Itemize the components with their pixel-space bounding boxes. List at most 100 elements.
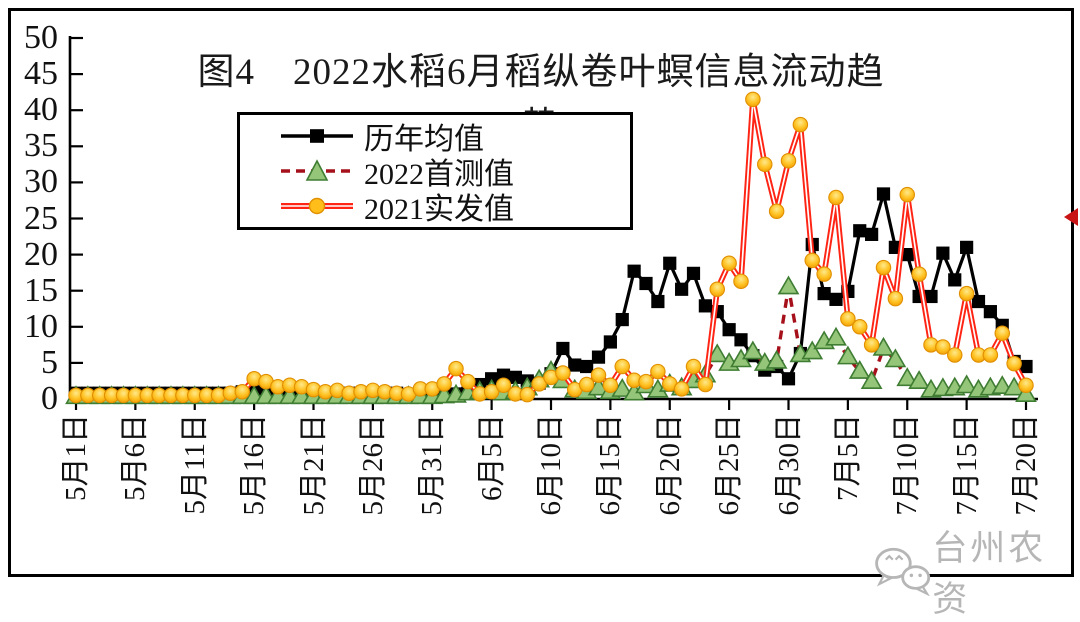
chart-title-line1: 图4 2022水稻6月稻纵卷叶螟信息流动趋 — [197, 52, 885, 93]
chart-legend: 历年均值 2022首测值 2021实发值 — [237, 112, 633, 230]
marker-circle-actual-2021 — [673, 381, 690, 397]
marker-circle-actual-2021 — [828, 189, 844, 206]
marker-square-historical-mean — [817, 286, 831, 301]
marker-circle-actual-2021 — [578, 376, 595, 393]
x-axis-label: 7月5日 — [831, 414, 864, 502]
legend-item-historical-mean: 历年均值 — [280, 119, 630, 156]
x-axis-label: 5月21日 — [297, 414, 330, 516]
x-axis-label: 5月11日 — [178, 414, 211, 515]
marker-square-historical-mean — [591, 350, 606, 364]
marker-square-historical-mean — [876, 187, 891, 201]
marker-circle-actual-2021 — [602, 377, 619, 394]
marker-circle-actual-2021 — [756, 156, 773, 173]
marker-circle-actual-2021 — [911, 266, 927, 282]
marker-circle-actual-2021 — [483, 384, 500, 400]
watermark: 台州农资 — [872, 520, 1080, 622]
red-left-arrow-icon — [1064, 208, 1078, 226]
marker-square-historical-mean — [829, 292, 843, 306]
marker-circle-actual-2021 — [495, 377, 512, 394]
marker-circle-actual-2021 — [982, 347, 999, 363]
y-axis-label: 15 — [24, 271, 58, 309]
marker-circle-actual-2021 — [650, 363, 666, 380]
marker-square-historical-mean — [603, 335, 617, 349]
marker-triangle-first-2022 — [860, 370, 883, 389]
marker-square-historical-mean — [663, 256, 677, 270]
marker-square-historical-mean — [734, 333, 748, 347]
marker-triangle-first-2022 — [848, 359, 871, 379]
marker-circle-actual-2021 — [1018, 377, 1034, 394]
marker-circle-actual-2021 — [614, 358, 630, 375]
marker-square-historical-mean — [508, 370, 522, 384]
marker-triangle-first-2022 — [884, 348, 907, 368]
marker-circle-actual-2021 — [519, 386, 535, 403]
chart-plot-area — [65, 36, 1038, 410]
marker-circle-actual-2021 — [768, 203, 785, 220]
x-axis-label: 6月10日 — [535, 414, 567, 516]
marker-circle-actual-2021 — [1006, 355, 1022, 372]
marker-circle-actual-2021 — [935, 339, 951, 355]
marker-circle-actual-2021 — [733, 273, 749, 290]
marker-circle-actual-2021 — [863, 337, 880, 353]
marker-circle-actual-2021 — [958, 285, 975, 302]
marker-square-historical-mean — [983, 305, 997, 319]
marker-circle-actual-2021 — [697, 376, 714, 393]
x-axis-label: 6月15日 — [594, 414, 627, 516]
marker-circle-actual-2021 — [234, 384, 251, 400]
marker-square-historical-mean — [865, 227, 879, 241]
marker-square-historical-mean — [900, 248, 914, 262]
marker-circle-actual-2021 — [840, 311, 856, 327]
x-axis-label: 5月1日 — [60, 414, 92, 502]
marker-triangle-first-2022 — [741, 340, 764, 360]
y-axis-label: 5 — [41, 343, 58, 381]
marker-circle-actual-2021 — [460, 373, 476, 390]
marker-circle-actual-2021 — [436, 376, 452, 392]
legend-item-actual-2021: 2021实发值 — [280, 190, 630, 226]
legend-label-historical-mean: 历年均值 — [364, 122, 484, 156]
marker-circle-actual-2021 — [887, 290, 904, 307]
marker-circle-actual-2021 — [590, 367, 607, 383]
marker-square-historical-mean — [924, 289, 938, 304]
y-axis-label: 20 — [24, 235, 58, 273]
marker-circle-actual-2021 — [745, 91, 761, 108]
marker-circle-actual-2021 — [946, 347, 963, 363]
marker-circle-actual-2021 — [816, 266, 832, 282]
x-axis-label: 5月26日 — [356, 414, 389, 516]
marker-square-historical-mean — [853, 224, 867, 238]
marker-square-historical-mean — [675, 282, 689, 296]
marker-square-historical-mean — [568, 358, 582, 372]
marker-square-historical-mean — [722, 323, 736, 337]
marker-circle-actual-2021 — [792, 116, 809, 133]
legend-item-first-2022: 2022首测值 — [280, 154, 630, 191]
marker-triangle-first-2022 — [777, 275, 800, 295]
marker-circle-actual-2021 — [709, 281, 725, 298]
marker-square-historical-mean — [580, 359, 594, 374]
marker-triangle-first-2022 — [801, 340, 824, 360]
x-axis-label: 6月30日 — [772, 414, 805, 516]
marker-triangle-first-2022 — [825, 326, 847, 346]
marker-square-historical-mean — [651, 294, 665, 309]
x-axis-label: 6月25日 — [713, 414, 746, 516]
x-axis-label: 5月31日 — [416, 414, 449, 516]
legend-label-first-2022: 2022首测值 — [364, 157, 514, 191]
dashed-line-triangle-icon — [281, 159, 353, 181]
marker-square-historical-mean — [556, 341, 570, 356]
marker-square-historical-mean — [936, 246, 950, 260]
marker-circle-actual-2021 — [638, 373, 654, 390]
y-axis-label: 35 — [24, 127, 58, 165]
legend-label-actual-2021: 2021实发值 — [364, 193, 514, 227]
marker-triangle-first-2022 — [908, 370, 931, 389]
marker-circle-actual-2021 — [555, 365, 571, 381]
marker-square-historical-mean — [627, 264, 641, 278]
x-axis-label: 6月5日 — [475, 414, 508, 502]
x-axis-label: 6月20日 — [653, 414, 686, 516]
y-axis-label: 50 — [24, 19, 58, 56]
marker-circle-actual-2021 — [851, 319, 868, 335]
marker-circle-actual-2021 — [780, 152, 797, 169]
marker-circle-actual-2021 — [899, 186, 915, 203]
marker-square-historical-mean — [698, 299, 712, 313]
marker-circle-actual-2021 — [804, 252, 820, 269]
x-axis-label: 5月6日 — [119, 414, 152, 502]
y-axis-label: 25 — [24, 199, 58, 237]
marker-square-historical-mean — [948, 273, 962, 287]
marker-square-historical-mean — [615, 312, 629, 327]
